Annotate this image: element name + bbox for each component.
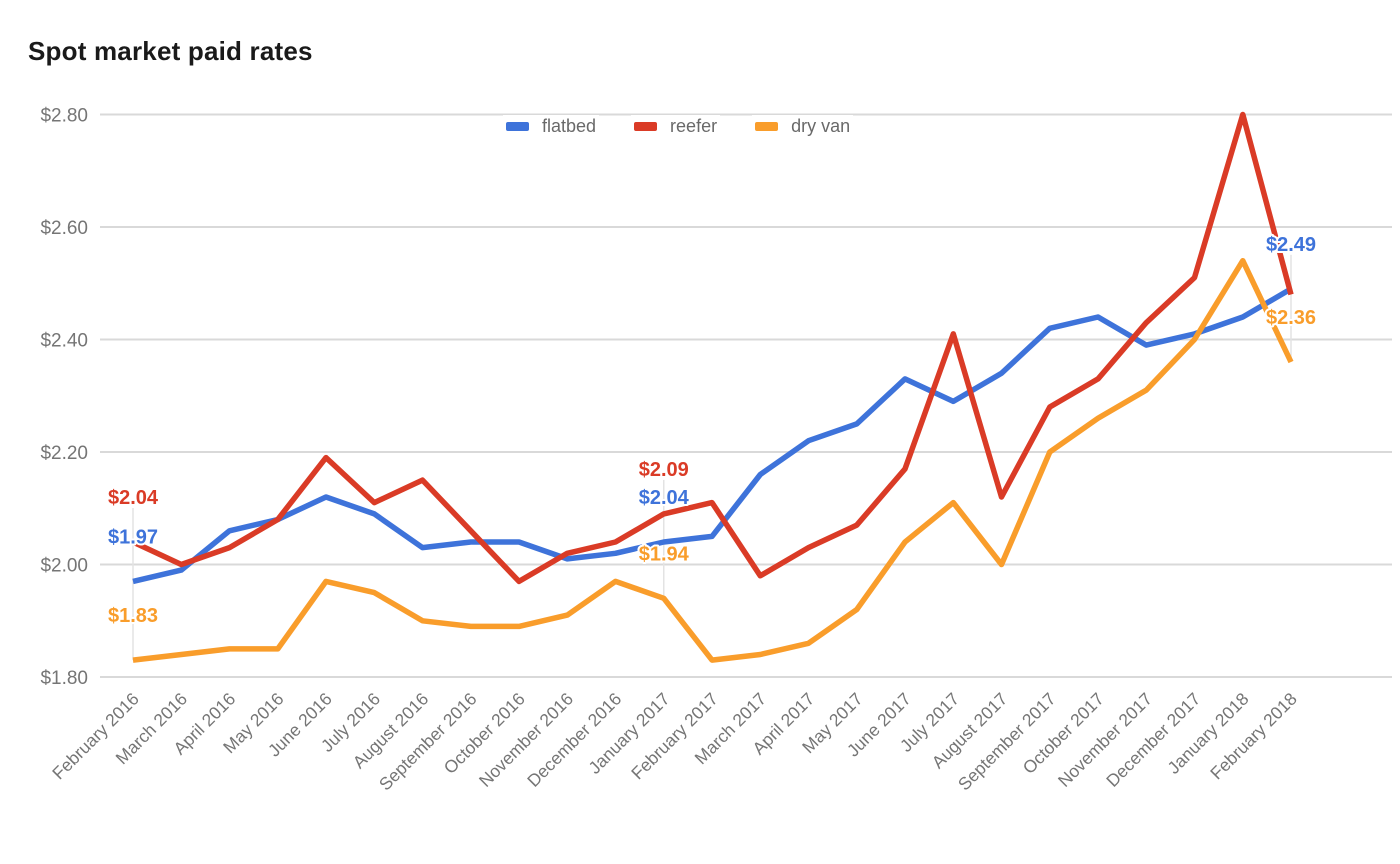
y-axis-tick-label: $2.40: [40, 331, 88, 352]
y-axis-tick-label: $2.60: [40, 218, 88, 239]
legend-label-flatbed: flatbed: [542, 116, 597, 136]
series-line-dry-van: [132, 257, 1294, 663]
y-axis-tick-label: $2.80: [40, 106, 88, 127]
reefer-swatch-icon: [634, 122, 658, 131]
point-annotation-reefer: $2.04: [108, 487, 159, 509]
point-annotation-reefer: $2.09: [639, 459, 689, 481]
point-annotation-flatbed: $2.49: [1266, 234, 1316, 256]
point-annotation-dry-van: $1.94: [639, 543, 690, 565]
legend-label-reefer: reefer: [670, 116, 718, 136]
y-axis-tick-label: $2.00: [40, 556, 88, 577]
point-annotation-flatbed: $2.04: [639, 487, 690, 509]
legend: flatbed reefer dry van: [503, 115, 854, 138]
point-annotation-flatbed: $1.97: [108, 526, 158, 548]
x-axis-tick-label: February 2018: [1206, 689, 1301, 784]
series-line-reefer: [131, 111, 1294, 585]
point-annotation-dry-van: $2.36: [1266, 307, 1316, 329]
y-axis-tick-label: $2.20: [40, 443, 88, 464]
legend-label-dry-van: dry van: [791, 116, 851, 136]
chart-title: Spot market paid rates: [28, 36, 313, 66]
legend-item-reefer: reefer: [631, 115, 721, 138]
point-annotation-dry-van: $1.83: [108, 605, 158, 627]
dry-van-swatch-icon: [755, 122, 779, 131]
flatbed-swatch-icon: [506, 122, 529, 131]
y-axis-tick-label: $1.80: [40, 668, 88, 689]
legend-item-flatbed: flatbed: [503, 115, 600, 138]
series-line-flatbed: [132, 286, 1293, 585]
legend-item-dry-van: dry van: [752, 115, 854, 138]
